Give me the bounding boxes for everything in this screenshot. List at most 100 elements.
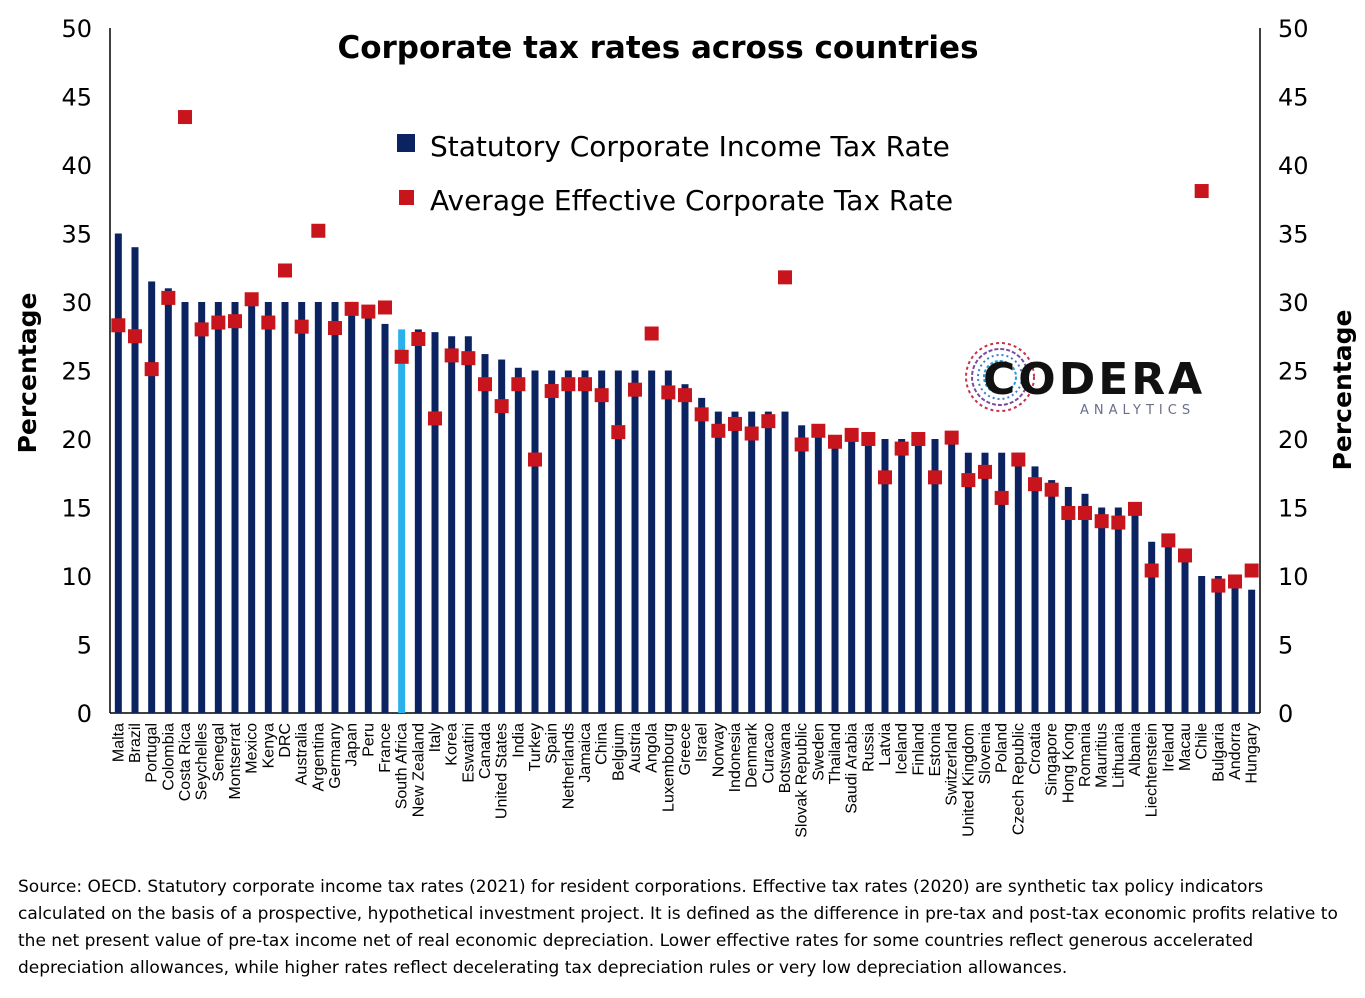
marker-effective <box>1011 452 1026 467</box>
bar-statutory <box>731 411 739 713</box>
category-label: Jamaica <box>577 723 594 783</box>
marker-effective <box>161 290 176 305</box>
y-tick-label-right: 10 <box>1278 563 1309 591</box>
category-label: United Kingdom <box>960 723 977 837</box>
category-label: New Zealand <box>410 723 427 817</box>
y-tick-label-right: 40 <box>1278 152 1309 180</box>
bar-statutory <box>1248 589 1256 713</box>
bar-statutory <box>748 411 756 713</box>
marker-effective <box>611 425 626 440</box>
marker-effective <box>1044 482 1059 497</box>
bar-statutory <box>531 370 539 713</box>
marker-effective <box>1244 563 1259 578</box>
marker-effective <box>744 426 759 441</box>
y-tick-label-left: 5 <box>77 632 92 660</box>
legend-label-effective: Average Effective Corporate Tax Rate <box>430 184 953 217</box>
bar-statutory <box>648 370 656 713</box>
statutory-bars <box>114 233 1256 713</box>
bar-statutory <box>114 233 122 713</box>
marker-effective <box>928 470 942 485</box>
marker-effective <box>878 470 892 485</box>
category-label: Norway <box>710 723 727 777</box>
marker-effective <box>411 331 426 346</box>
marker-effective <box>478 377 492 392</box>
bar-statutory <box>1131 507 1139 713</box>
category-label: Italy <box>427 723 444 752</box>
category-label: Hong Kong <box>1060 723 1077 803</box>
y-tick-label-right: 35 <box>1278 221 1309 249</box>
marker-effective <box>644 326 659 341</box>
category-label: Denmark <box>744 722 761 788</box>
category-label: Hungary <box>1244 723 1261 783</box>
marker-effective <box>961 473 976 488</box>
bar-statutory <box>214 302 222 713</box>
bar-statutory <box>431 332 439 713</box>
bar-statutory <box>864 439 872 713</box>
y-tick-label-left: 15 <box>61 495 92 523</box>
y-tick-label-right: 0 <box>1278 700 1293 728</box>
bar-statutory <box>364 308 372 713</box>
y-axis-label-left: Percentage <box>13 293 42 454</box>
marker-effective <box>1161 533 1176 548</box>
category-label: Kenya <box>260 723 277 768</box>
category-label: Thailand <box>827 723 844 784</box>
y-tick-label-right: 5 <box>1278 632 1293 660</box>
bar-statutory <box>464 336 472 713</box>
marker-effective <box>311 223 326 238</box>
category-label: Austria <box>627 723 644 773</box>
bar-statutory <box>548 370 556 713</box>
marker-effective <box>994 490 1009 505</box>
category-label: Mexico <box>244 723 261 774</box>
marker-effective <box>778 270 792 285</box>
logo-wordmark: CODERA <box>983 354 1205 405</box>
bar-statutory <box>381 323 389 713</box>
category-label: Sweden <box>810 723 827 781</box>
marker-effective <box>228 314 242 329</box>
category-label: Estonia <box>927 723 944 776</box>
y-tick-label-left: 45 <box>61 84 92 112</box>
category-label: Spain <box>544 723 561 764</box>
bar-statutory <box>898 439 906 713</box>
category-label: Eswatini <box>460 723 477 783</box>
marker-effective <box>761 414 776 429</box>
bar-statutory <box>698 397 706 713</box>
category-label: Portugal <box>144 723 161 783</box>
bar-statutory <box>481 354 489 713</box>
category-label: Curacao <box>760 723 777 784</box>
category-label: Turkey <box>527 723 544 771</box>
bar-statutory <box>314 302 322 713</box>
bar-statutory <box>514 367 522 713</box>
marker-effective <box>944 430 959 445</box>
bar-statutory <box>931 439 939 713</box>
right-axis-ticks: 0 5 10 15 20 25 30 35 40 45 50 <box>1278 15 1309 728</box>
marker-effective <box>294 319 309 334</box>
marker-effective <box>528 452 542 467</box>
category-label: Macau <box>1177 723 1194 771</box>
marker-effective <box>1094 514 1109 529</box>
category-label: Finland <box>910 723 927 775</box>
marker-effective <box>978 464 992 479</box>
bar-statutory <box>564 370 572 713</box>
bar-statutory <box>298 302 306 713</box>
marker-effective <box>378 300 392 315</box>
y-tick-label-left: 50 <box>61 15 92 43</box>
logo-subtitle: ANALYTICS <box>1080 403 1195 418</box>
bar-statutory <box>981 452 989 713</box>
marker-effective <box>344 301 359 316</box>
bar-statutory <box>814 430 822 713</box>
y-tick-label-right: 30 <box>1278 289 1309 317</box>
category-label: Albania <box>1127 723 1144 776</box>
bar-statutory <box>581 370 589 713</box>
marker-effective <box>1178 548 1192 563</box>
marker-effective <box>561 377 576 392</box>
marker-effective <box>361 304 376 319</box>
bar-statutory <box>614 370 622 713</box>
y-tick-label-right: 25 <box>1278 358 1309 386</box>
category-label: Singapore <box>1044 723 1061 796</box>
bar-statutory <box>1164 541 1172 713</box>
marker-effective <box>794 437 809 452</box>
y-tick-label-left: 0 <box>77 700 92 728</box>
bar-statutory <box>1181 548 1189 713</box>
marker-effective <box>1144 563 1159 578</box>
tax-rate-chart: 0 5 10 15 20 25 30 35 40 45 50 0 5 10 15 20 25 30 35 40 45 5… <box>13 15 1357 838</box>
